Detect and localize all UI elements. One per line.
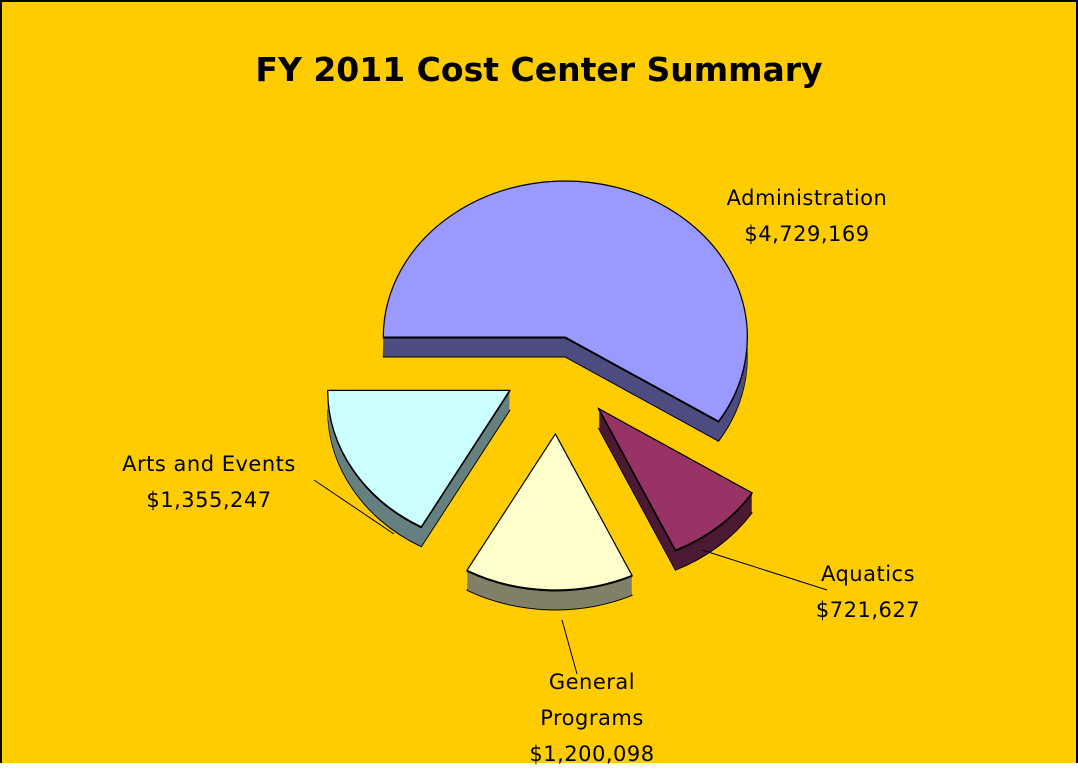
category-label: Administration <box>726 186 888 210</box>
data-label: General Programs $1,200,098 <box>492 664 692 772</box>
slice <box>327 389 511 528</box>
leader-line <box>313 479 395 535</box>
category-label: General Programs <box>540 670 644 730</box>
leader-line <box>701 549 828 591</box>
chart-title: FY 2011 Cost Center Summary <box>255 50 823 89</box>
slice <box>382 180 748 422</box>
data-label: Administration $4,729,169 <box>687 180 927 252</box>
value-label: $721,627 <box>815 598 921 622</box>
slice <box>466 432 633 591</box>
leader-line <box>561 619 578 675</box>
category-label: Arts and Events <box>122 452 296 476</box>
data-label: Arts and Events $1,355,247 <box>99 446 319 518</box>
value-label: $1,355,247 <box>146 488 272 512</box>
value-label: $4,729,169 <box>744 222 870 246</box>
data-label: Aquatics $721,627 <box>788 556 948 628</box>
category-label: Aquatics <box>820 562 916 586</box>
value-label: $1,200,098 <box>529 742 655 766</box>
slice <box>597 407 753 551</box>
